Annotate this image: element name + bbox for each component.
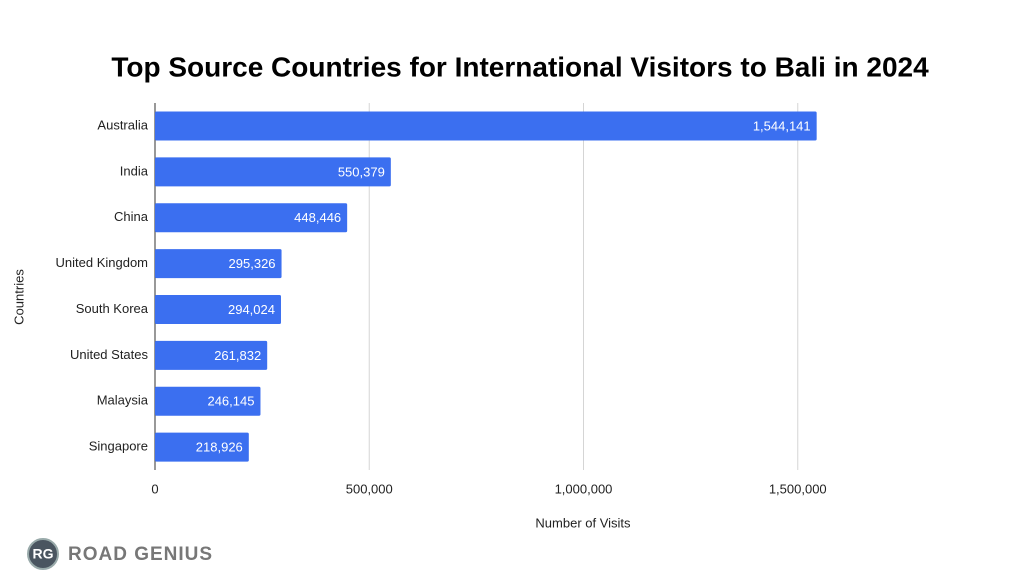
y-tick-label: China: [114, 209, 149, 224]
logo-text: ROAD GENIUS: [68, 544, 213, 565]
logo-badge-text: RG: [33, 546, 54, 562]
value-label: 1,544,141: [753, 118, 811, 133]
y-tick-label: South Korea: [76, 301, 149, 316]
x-tick-label: 0: [151, 481, 158, 496]
bar: [155, 157, 391, 187]
value-label: 218,926: [196, 440, 243, 455]
value-label: 261,832: [214, 348, 261, 363]
y-tick-label: India: [120, 163, 149, 178]
bar: [155, 340, 268, 370]
value-label: 246,145: [207, 394, 254, 409]
y-tick-label: Australia: [97, 117, 148, 132]
y-tick-label: Malaysia: [97, 393, 149, 408]
x-tick-label: 1,500,000: [769, 481, 827, 496]
y-axis-title: Countries: [11, 269, 26, 325]
value-label: 448,446: [294, 210, 341, 225]
bar: [155, 294, 281, 324]
bar: [155, 111, 817, 141]
bar: [155, 249, 282, 279]
bar: [155, 386, 261, 416]
value-label: 295,326: [229, 256, 276, 271]
bar: [155, 203, 348, 233]
y-tick-label: Singapore: [89, 439, 148, 454]
bar: [155, 432, 249, 462]
value-label: 294,024: [228, 302, 275, 317]
chart-title: Top Source Countries for International V…: [111, 51, 929, 82]
x-axis-title: Number of Visits: [535, 515, 631, 530]
y-tick-label: United Kingdom: [56, 255, 149, 270]
x-tick-label: 500,000: [346, 481, 393, 496]
logo-badge: [27, 538, 59, 570]
y-tick-label: United States: [70, 347, 149, 362]
value-label: 550,379: [338, 164, 385, 179]
x-tick-label: 1,000,000: [555, 481, 613, 496]
